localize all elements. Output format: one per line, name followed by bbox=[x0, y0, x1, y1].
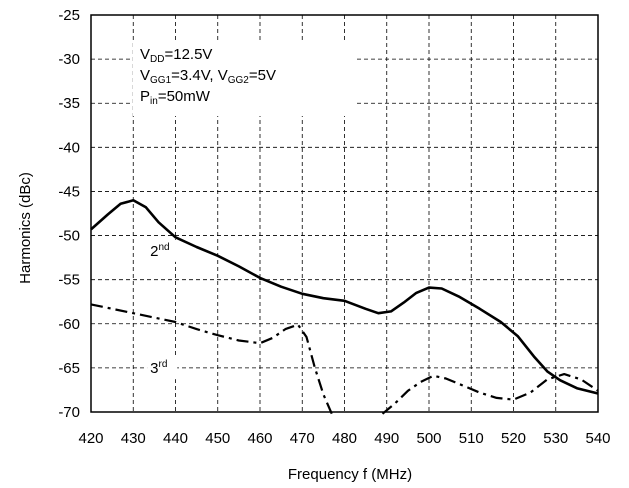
x-tick-label: 470 bbox=[290, 430, 315, 447]
plot-frame bbox=[90, 14, 599, 413]
y-tick-label: -30 bbox=[58, 51, 80, 68]
y-tick-label: -55 bbox=[58, 272, 80, 289]
y-tick-label: -65 bbox=[58, 360, 80, 377]
x-tick-label: 480 bbox=[332, 430, 357, 447]
series-layer bbox=[90, 199, 599, 415]
x-tick-label: 520 bbox=[501, 430, 526, 447]
y-axis-label: Harmonics (dBc) bbox=[17, 172, 34, 284]
x-tick-label: 490 bbox=[374, 430, 399, 447]
vdd-label: VDD=12.5V bbox=[140, 46, 212, 65]
series-label-2nd: 2nd bbox=[150, 242, 169, 260]
series-label-3rd: 3rd bbox=[150, 359, 167, 377]
series-label-bg bbox=[147, 239, 178, 262]
series-line-3rd-cont bbox=[381, 373, 599, 415]
series-labels: 2nd 3rd bbox=[147, 239, 178, 380]
y-tick-label: -25 bbox=[58, 7, 80, 24]
x-tick-label: 500 bbox=[416, 430, 441, 447]
x-tick-labels: 420 430 440 450 460 470 480 490 500 510 520 530 540 bbox=[78, 430, 610, 447]
x-axis-label: Frequency f (MHz) bbox=[288, 466, 412, 483]
pin-label: Pin=50mW bbox=[140, 88, 211, 107]
y-tick-label: -50 bbox=[58, 228, 80, 245]
x-tick-label: 450 bbox=[205, 430, 230, 447]
series-line-2nd bbox=[90, 199, 599, 395]
y-tick-label: -45 bbox=[58, 183, 80, 200]
series-line-3rd bbox=[90, 303, 333, 415]
x-tick-label: 420 bbox=[78, 430, 103, 447]
x-tick-label: 430 bbox=[121, 430, 146, 447]
y-tick-label: -70 bbox=[58, 404, 80, 421]
series-label-bg bbox=[147, 357, 178, 380]
vgg-label: VGG1=3.4V, VGG2=5V bbox=[140, 67, 276, 86]
y-tick-label: -40 bbox=[58, 139, 80, 156]
y-tick-label: -60 bbox=[58, 316, 80, 333]
conditions-box bbox=[133, 42, 357, 116]
x-tick-label: 440 bbox=[163, 430, 188, 447]
x-tick-label: 460 bbox=[247, 430, 272, 447]
y-tick-labels: -25 -30 -35 -40 -45 -50 -55 -60 -65 -70 bbox=[58, 7, 80, 421]
x-tick-label: 510 bbox=[459, 430, 484, 447]
x-tick-label: 530 bbox=[543, 430, 568, 447]
y-tick-label: -35 bbox=[58, 95, 80, 112]
x-tick-label: 540 bbox=[585, 430, 610, 447]
